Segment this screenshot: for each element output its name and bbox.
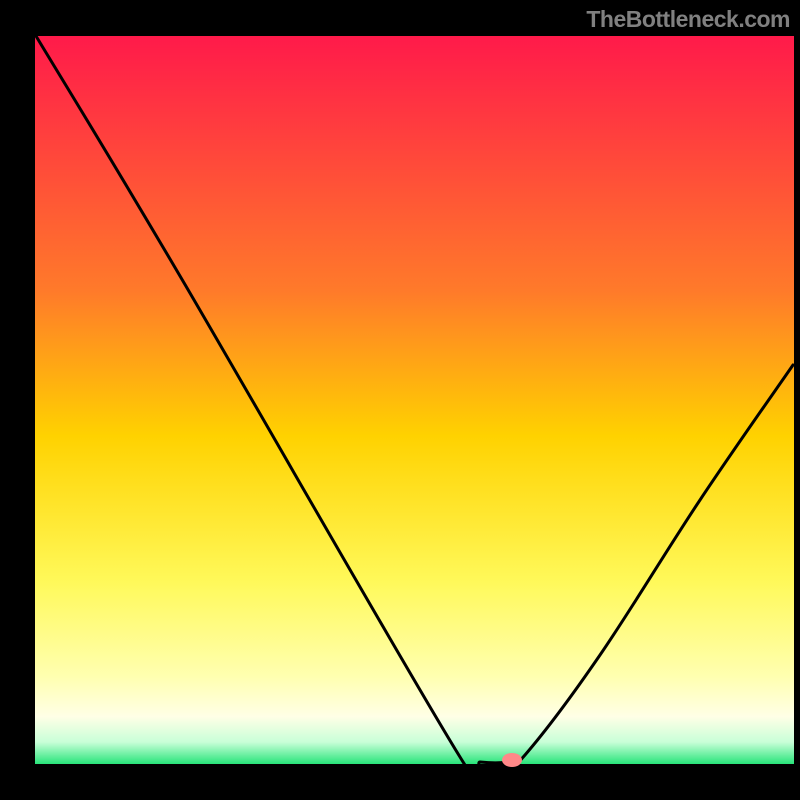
watermark-label: TheBottleneck.com (586, 6, 790, 33)
chart-container: TheBottleneck.com (0, 0, 800, 800)
gradient-plot-area (35, 36, 794, 764)
optimal-point-marker (502, 753, 522, 767)
bottleneck-curve-chart (0, 0, 800, 800)
